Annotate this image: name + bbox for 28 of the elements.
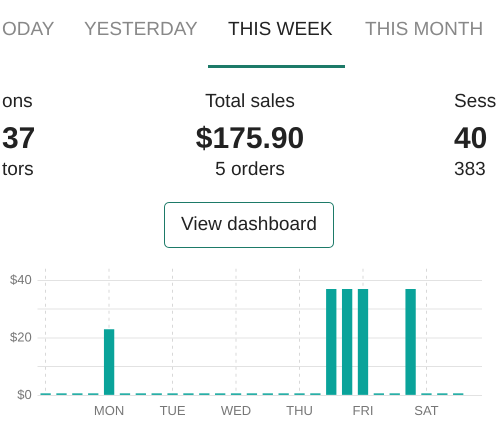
text: ons	[2, 91, 33, 113]
text: 5 orders	[215, 159, 285, 181]
x-tick-label: TUE	[160, 402, 186, 418]
y-tick-label: $20	[10, 329, 32, 344]
text: THIS MONTH	[365, 19, 484, 41]
text: Total sales	[205, 91, 295, 113]
text: $175.90	[196, 122, 304, 155]
x-tick-label: THU	[286, 402, 313, 418]
text: THIS WEEK	[228, 19, 333, 41]
bar	[405, 288, 416, 395]
x-tick-label: FRI	[352, 402, 374, 418]
bar	[358, 288, 368, 395]
text: 40	[454, 122, 488, 155]
bar	[326, 288, 336, 395]
text: 37	[2, 122, 36, 155]
x-tick-label: WED	[220, 402, 252, 418]
text: ODAY	[2, 19, 54, 41]
text: YESTERDAY	[84, 19, 198, 41]
bar	[342, 288, 352, 395]
bar	[104, 329, 114, 395]
text: 383	[454, 159, 486, 181]
y-tick-label: $40	[10, 272, 32, 287]
text: tors	[2, 159, 34, 181]
x-tick-label: MON	[94, 402, 124, 418]
text: Sess	[454, 91, 496, 113]
x-tick-label: SAT	[414, 402, 439, 418]
y-tick-label: $0	[17, 386, 32, 402]
text: View dashboard	[164, 202, 334, 248]
